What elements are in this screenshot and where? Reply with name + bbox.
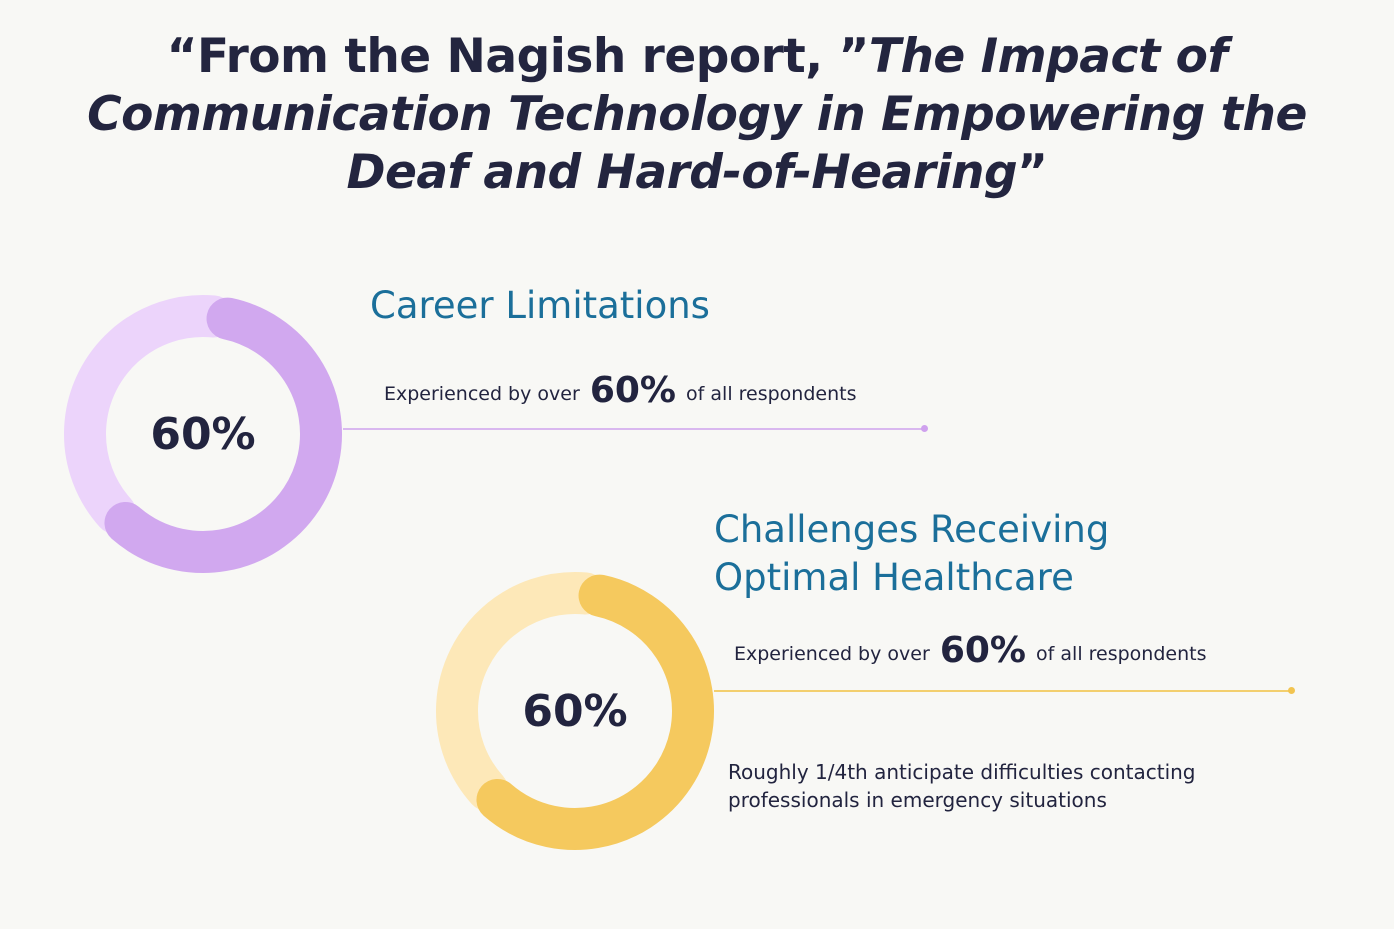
healthcare-stat-line: Experienced by over 60% of all responden… [734,630,1207,671]
career-donut-value-slice [64,295,342,573]
career-stat-value: 60% [589,370,676,411]
healthcare-stat-value: 60% [939,630,1026,671]
healthcare-heading-line1: Challenges Receiving [714,508,1110,551]
career-stat-prefix: Experienced by over [384,383,580,405]
healthcare-stat-suffix: of all respondents [1036,643,1207,665]
career-connector-dot [921,425,928,432]
page-title: “From the Nagish report, ”The Impact of … [60,28,1334,202]
career-donut-center-label: 60% [150,409,255,460]
career-connector-line [343,428,925,430]
healthcare-heading-line2: Optimal Healthcare [714,556,1074,599]
healthcare-connector-line [714,690,1292,692]
healthcare-donut-center-label: 60% [522,686,627,737]
healthcare-connector-dot [1288,687,1295,694]
title-prefix: “From the Nagish report, ” [166,29,870,84]
healthcare-note-line1: Roughly 1/4th anticipate difficulties co… [728,760,1196,784]
career-donut-chart: 60% [64,295,342,573]
career-heading: Career Limitations [370,284,710,327]
healthcare-stat-prefix: Experienced by over [734,643,930,665]
title-suffix: ” [1017,145,1048,200]
healthcare-note: Roughly 1/4th anticipate difficulties co… [728,758,1196,814]
healthcare-heading: Challenges Receiving Optimal Healthcare [714,506,1109,602]
title-report-name: The Impact of Communication Technology i… [87,29,1307,200]
healthcare-note-line2: professionals in emergency situations [728,788,1107,812]
healthcare-donut-chart: 60% [436,572,714,850]
career-stat-line: Experienced by over 60% of all responden… [384,370,857,411]
career-stat-suffix: of all respondents [686,383,857,405]
healthcare-donut-value-slice [436,572,714,850]
